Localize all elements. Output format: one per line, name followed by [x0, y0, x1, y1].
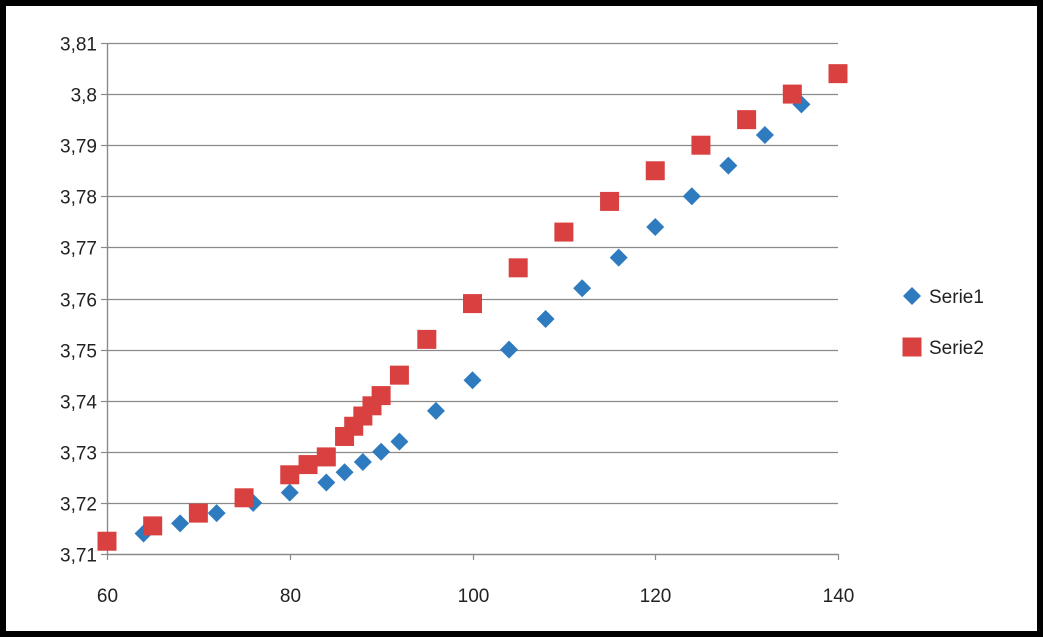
legend-marker-1	[903, 287, 921, 305]
serie1-point	[573, 279, 592, 298]
y-tick-label: 3,76	[60, 291, 97, 312]
serie1-point	[171, 514, 190, 533]
serie1-point	[609, 248, 628, 267]
serie2-point	[828, 64, 848, 84]
serie1-point	[426, 401, 445, 420]
y-tick-label: 3,74	[60, 393, 97, 414]
y-tick-label: 3,79	[60, 137, 97, 158]
serie2-point	[600, 191, 620, 211]
serie2-point	[645, 161, 665, 181]
serie1-point	[207, 504, 226, 523]
serie1-point	[500, 340, 519, 359]
serie2-point	[417, 329, 437, 349]
x-tick-label: 60	[97, 586, 118, 607]
y-tick-label: 3,81	[60, 35, 97, 56]
serie2-point	[97, 531, 117, 551]
serie2-point	[234, 488, 254, 508]
y-tick-label: 3,73	[60, 444, 97, 465]
axes	[106, 43, 838, 556]
serie1-point	[353, 453, 372, 472]
legend-marker-2	[902, 337, 922, 357]
serie2-point	[143, 516, 163, 536]
serie1-point	[536, 309, 555, 328]
serie1-point	[280, 483, 299, 502]
grid-lines	[107, 42, 838, 505]
serie1-point	[646, 217, 665, 236]
serie1-point	[463, 371, 482, 390]
serie1-point	[372, 442, 391, 461]
serie2-point	[298, 455, 318, 475]
serie2-point	[554, 222, 574, 242]
serie2-point	[389, 365, 409, 385]
serie1-point	[317, 473, 336, 492]
serie1-point	[755, 125, 774, 144]
serie1-point	[335, 463, 354, 482]
x-tick-label: 100	[458, 586, 490, 607]
serie2-point	[508, 258, 528, 278]
serie2-point	[782, 84, 802, 104]
y-tick-label: 3,77	[60, 239, 97, 260]
x-tick-label: 140	[823, 586, 855, 607]
serie2-point	[280, 465, 300, 485]
legend-label-1: Serie1	[929, 287, 984, 308]
serie1-point	[390, 432, 409, 451]
y-tick-label: 3,72	[60, 495, 97, 516]
serie2-point	[371, 386, 391, 406]
y-axis-ticks: 3,71 3,72 3,73 3,74 3,75 3,76 3,77 3,78 3,79 3,8 3…	[60, 35, 107, 567]
data-points	[97, 64, 848, 551]
serie1-point	[682, 187, 701, 206]
serie2-point	[316, 447, 336, 467]
serie2-point	[691, 135, 711, 155]
x-axis-ticks: 60 80 100 120 140	[97, 554, 854, 607]
x-tick-label: 120	[640, 586, 672, 607]
legend: Serie1 Serie2	[902, 287, 984, 359]
y-tick-label: 3,71	[60, 546, 97, 567]
y-tick-label: 3,8	[71, 86, 97, 107]
serie2-point	[737, 110, 757, 130]
serie1-point	[719, 156, 738, 175]
serie2-point	[463, 294, 482, 314]
legend-label-2: Serie2	[929, 338, 984, 359]
y-tick-label: 3,75	[60, 342, 97, 363]
y-tick-label: 3,78	[60, 188, 97, 209]
serie2-point	[188, 503, 208, 523]
x-tick-label: 80	[280, 586, 301, 607]
